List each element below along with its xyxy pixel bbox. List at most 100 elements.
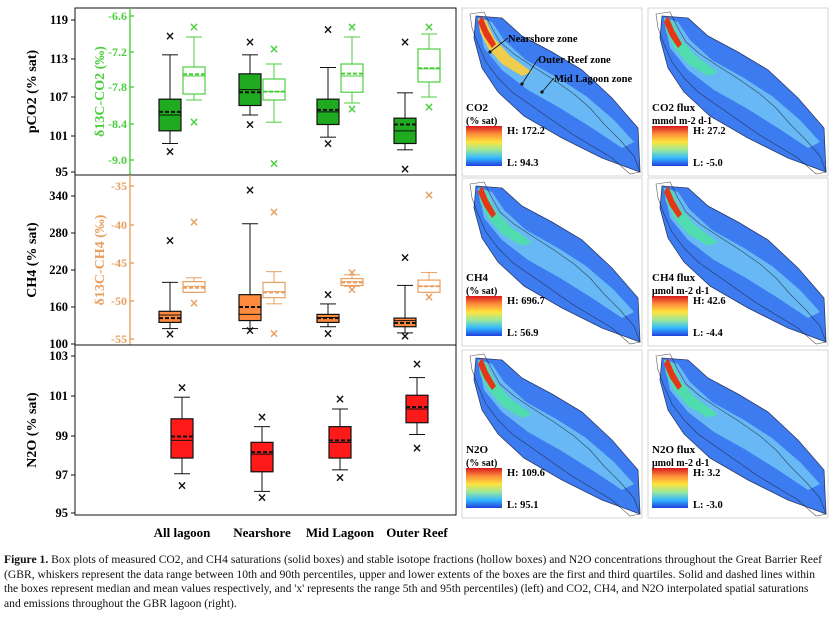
box-iqr bbox=[182, 66, 206, 95]
left-tick-label: 160 bbox=[49, 300, 68, 314]
map-unit: μmol m-2 d-1 bbox=[652, 286, 709, 297]
box-plot-panels: 119 113 107 101 95 -6.6 -7.2 -7.8 -8.4 -9.0 pCO2 (… bbox=[25, 7, 457, 540]
p5-marker: × bbox=[323, 327, 333, 341]
figure-caption: Figure 1. Box plots of measured CO2, and… bbox=[4, 553, 827, 611]
p95-marker: × bbox=[400, 251, 410, 265]
left-tick-label: 99 bbox=[56, 429, 69, 443]
box-iqr bbox=[340, 63, 364, 93]
p95-marker: × bbox=[424, 20, 434, 34]
box-δ13C-CO2-2: ×× bbox=[340, 20, 364, 116]
map-title: CH4 flux bbox=[652, 272, 696, 284]
left-tick-label: 103 bbox=[49, 349, 68, 363]
left-tick-label: 119 bbox=[50, 13, 68, 27]
map-hotspot bbox=[478, 358, 496, 390]
right-tick-label: -9.0 bbox=[108, 153, 127, 167]
figure: 119 113 107 101 95 -6.6 -7.2 -7.8 -8.4 -9.0 pCO2 (… bbox=[25, 7, 829, 540]
zone-dot bbox=[488, 50, 492, 54]
p5-marker: × bbox=[189, 115, 199, 129]
map-title: N2O bbox=[466, 444, 488, 456]
map-high-label: H: 109.6 bbox=[507, 468, 545, 479]
box-δ13C-CH4-0: ×× bbox=[182, 215, 206, 310]
map-low-label: L: 95.1 bbox=[507, 500, 539, 511]
box-CH4-0: ×× bbox=[158, 233, 182, 341]
zone-pointer bbox=[541, 77, 555, 93]
map-coastal-band bbox=[664, 188, 718, 246]
p5-marker: × bbox=[400, 162, 410, 176]
map-panel-4: N2O (% sat) H: 109.6 L: 95.1 bbox=[461, 349, 643, 519]
color-ramp bbox=[652, 296, 688, 336]
map-panel-5: N2O flux μmol m-2 d-1H: 3.2 L: -3.0 bbox=[647, 349, 829, 519]
p95-marker: × bbox=[424, 188, 434, 202]
map-unit: mmol m-2 d-1 bbox=[652, 116, 712, 127]
box-N2O-2: ×× bbox=[328, 392, 352, 485]
box-iqr bbox=[250, 441, 274, 473]
map-midwater bbox=[478, 18, 634, 148]
p5-marker: × bbox=[269, 157, 279, 171]
p95-marker: × bbox=[245, 35, 255, 49]
box-δ13C-CO2-3: ×× bbox=[417, 20, 441, 114]
p95-marker: × bbox=[323, 288, 333, 302]
box-δ13C-CH4-2: ×× bbox=[340, 265, 364, 296]
right-axis-label: δ13C-CO2 (‰) bbox=[93, 46, 108, 137]
map-panel-3: CH4 flux μmol m-2 d-1H: 42.6 L: -4.4 bbox=[647, 177, 829, 347]
box-N2O-3: ×× bbox=[405, 357, 429, 455]
map-hotspot bbox=[664, 16, 682, 48]
box-pCO2-0: ×× bbox=[158, 29, 182, 159]
left-tick-label: 220 bbox=[49, 263, 68, 277]
zone-label: Nearshore zone bbox=[508, 34, 578, 45]
box-pCO2-3: ×× bbox=[393, 35, 417, 176]
p5-marker: × bbox=[165, 145, 175, 159]
left-tick-label: 107 bbox=[49, 90, 68, 104]
p95-marker: × bbox=[189, 20, 199, 34]
map-high-label: H: 172.2 bbox=[507, 126, 545, 137]
zone-label: Mid Lagoon zone bbox=[554, 74, 633, 85]
color-ramp bbox=[466, 468, 502, 508]
p95-marker: × bbox=[189, 215, 199, 229]
map-high-label: H: 696.7 bbox=[507, 296, 545, 307]
right-axis-label: δ13C-CH4 (‰) bbox=[93, 214, 108, 305]
p5-marker: × bbox=[424, 290, 434, 304]
zone-pointer bbox=[489, 37, 509, 53]
box-pCO2-2: ×× bbox=[316, 23, 340, 151]
map-low-label: L: -4.4 bbox=[693, 328, 723, 339]
p95-marker: × bbox=[335, 392, 345, 406]
box-N2O-1: ×× bbox=[250, 410, 274, 504]
box-CH4-1: ×× bbox=[238, 183, 262, 337]
p95-marker: × bbox=[412, 357, 422, 371]
color-ramp bbox=[652, 126, 688, 166]
map-unit: (% sat) bbox=[466, 116, 497, 127]
box-CH4-2: ×× bbox=[316, 288, 340, 341]
map-midwater bbox=[664, 188, 820, 318]
left-axis-label: N2O (% sat) bbox=[25, 392, 40, 468]
map-high-label: H: 42.6 bbox=[693, 296, 726, 307]
p95-marker: × bbox=[165, 233, 175, 247]
left-tick-label: 101 bbox=[49, 129, 68, 143]
category-label: Mid Lagoon bbox=[306, 525, 375, 540]
p5-marker: × bbox=[335, 471, 345, 485]
right-tick-label: -45 bbox=[111, 256, 127, 270]
p95-marker: × bbox=[347, 265, 357, 279]
p5-marker: × bbox=[245, 118, 255, 132]
chart-panel-co2: 119 113 107 101 95 -6.6 -7.2 -7.8 -8.4 -9.0 pCO2 (… bbox=[25, 7, 457, 179]
box-N2O-0: ×× bbox=[170, 380, 194, 493]
map-coastal-band bbox=[478, 18, 532, 76]
map-panel-0: CO2 (% sat) H: 172.2 L: 94.3 bbox=[461, 7, 643, 177]
box-δ13C-CO2-1: ×× bbox=[262, 42, 286, 171]
p95-marker: × bbox=[400, 35, 410, 49]
p95-marker: × bbox=[245, 183, 255, 197]
map-outline bbox=[469, 181, 641, 345]
box-δ13C-CO2-0: ×× bbox=[182, 20, 206, 129]
map-title: CH4 bbox=[466, 272, 489, 284]
map-low-label: L: 56.9 bbox=[507, 328, 539, 339]
left-tick-label: 100 bbox=[49, 337, 68, 351]
map-hotspot bbox=[478, 186, 496, 218]
box-iqr bbox=[158, 310, 182, 324]
map-title: CO2 flux bbox=[652, 102, 696, 114]
map-outline bbox=[655, 181, 827, 345]
zone-pointer bbox=[521, 58, 539, 85]
p5-marker: × bbox=[177, 479, 187, 493]
p95-marker: × bbox=[177, 380, 187, 394]
right-tick-label: -7.8 bbox=[108, 80, 127, 94]
caption-label: Figure 1. bbox=[4, 553, 49, 566]
left-tick-label: 97 bbox=[56, 468, 69, 482]
